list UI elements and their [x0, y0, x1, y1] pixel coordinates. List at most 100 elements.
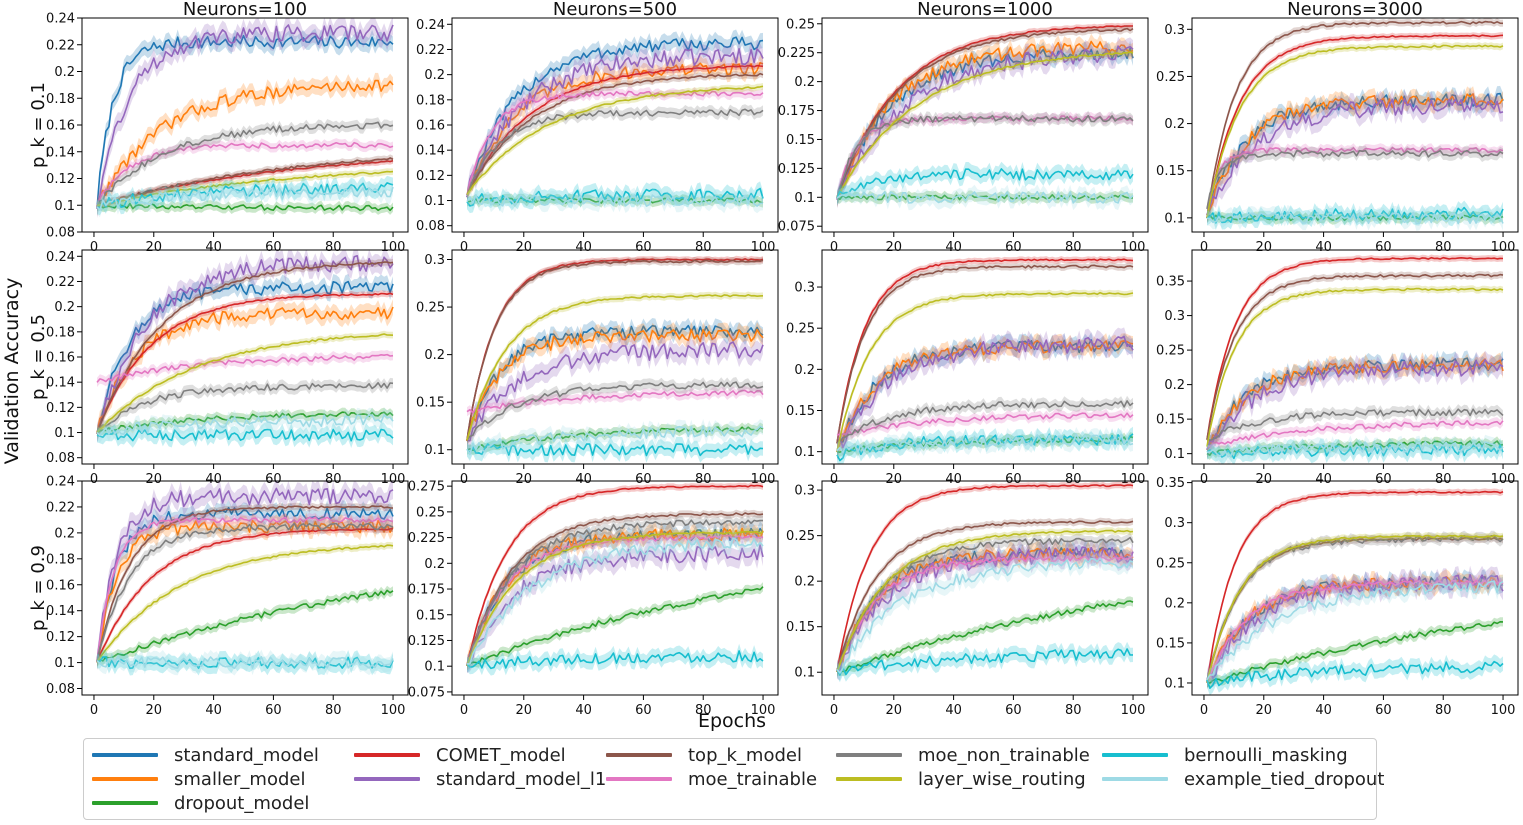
- band-dropout_model: [97, 585, 393, 667]
- y-tick-label: 0.2: [54, 526, 75, 541]
- line-moe_trainable: [466, 534, 764, 666]
- line-moe_trainable: [96, 353, 394, 383]
- line-moe_trainable: [1206, 146, 1504, 209]
- y-tick-label: 0.2: [424, 68, 445, 83]
- line-top_k_model: [1206, 20, 1504, 219]
- line-moe_non_trainable: [96, 381, 394, 434]
- line-COMET_model: [836, 25, 1133, 198]
- y-tick-label: 0.075: [408, 685, 445, 700]
- y-tick-label: 0.1: [424, 660, 445, 675]
- band-dropout_model: [1207, 617, 1503, 688]
- line-top_k_model: [836, 520, 1134, 672]
- line-moe_trainable: [96, 516, 394, 663]
- x-tick-label: 80: [325, 472, 342, 487]
- x-tick-label: 0: [1200, 703, 1208, 718]
- row-label: p_k = 0.5: [28, 314, 49, 400]
- line-bernoulli_masking: [1206, 444, 1504, 460]
- x-tick-label: 0: [1200, 472, 1208, 487]
- line-standard_model_l1: [836, 335, 1134, 452]
- y-tick-label: 0.3: [794, 484, 815, 499]
- axes-frame: [1191, 480, 1519, 696]
- x-tick-label: 20: [516, 703, 533, 718]
- x-tick-label: 0: [1200, 240, 1208, 255]
- line-standard_model: [466, 36, 764, 198]
- x-tick-label: 60: [1375, 240, 1392, 255]
- y-tick-label: 0.14: [46, 604, 75, 619]
- line-top_k_model: [466, 512, 764, 667]
- line-standard_model: [96, 280, 394, 435]
- y-tick-label: 0.2: [424, 348, 445, 363]
- x-tick-label: 100: [1491, 472, 1516, 487]
- x-tick-label: 80: [325, 240, 342, 255]
- y-tick-label: 0.1: [1164, 447, 1185, 462]
- line-dropout_model: [96, 589, 394, 663]
- y-tick-label: 0.15: [416, 396, 445, 411]
- band-smaller_model: [97, 72, 393, 217]
- x-tick-label: 100: [751, 472, 776, 487]
- x-tick-label: 40: [205, 240, 222, 255]
- x-tick-label: 0: [830, 240, 838, 255]
- subplot-r1c0: 0 20 40 60 80 100 0.08 0.1 0.12 0.14 0.16 0.18 0.2 0.…: [28, 249, 409, 487]
- line-example_tied_dropout: [96, 185, 394, 211]
- x-tick-label: 0: [460, 240, 468, 255]
- band-standard_model: [467, 29, 763, 205]
- band-layer_wise_routing: [467, 83, 763, 198]
- x-tick-label: 20: [1256, 472, 1273, 487]
- line-standard_model_l1: [96, 255, 394, 434]
- y-tick-label: 0.25: [786, 322, 815, 337]
- band-top_k_model: [97, 154, 393, 210]
- y-tick-label: 0.24: [46, 475, 75, 490]
- legend-label: dropout_model: [174, 792, 310, 814]
- axes-frame: [451, 249, 779, 465]
- x-tick-label: 100: [381, 240, 406, 255]
- y-tick-label: 0.12: [46, 172, 75, 187]
- line-moe_trainable: [1206, 579, 1504, 683]
- x-tick-label: 20: [146, 703, 163, 718]
- x-tick-label: 100: [381, 472, 406, 487]
- x-tick-label: 100: [1121, 240, 1146, 255]
- legend-swatch: [1102, 777, 1168, 781]
- line-moe_non_trainable: [96, 522, 394, 662]
- band-example_tied_dropout: [97, 407, 393, 443]
- line-smaller_model: [96, 519, 394, 663]
- line-layer_wise_routing: [466, 530, 764, 667]
- subplot-r0c3: 0 20 40 60 80 100 0.1 0.15 0.2 0.25 0.3 Neurons=300…: [1156, 0, 1519, 255]
- series-group: [836, 22, 1134, 211]
- x-tick-label: 60: [265, 472, 282, 487]
- line-example_tied_dropout: [467, 537, 764, 665]
- y-tick-label: 0.14: [46, 145, 75, 160]
- line-COMET_model: [1206, 490, 1504, 683]
- band-standard_model: [837, 539, 1133, 679]
- line-example_tied_dropout: [466, 194, 764, 207]
- line-standard_model: [96, 506, 394, 663]
- band-standard_model_l1: [467, 39, 763, 207]
- x-tick-label: 100: [751, 703, 776, 718]
- x-tick-label: 100: [1121, 472, 1146, 487]
- y-tick-label: 0.18: [46, 92, 75, 107]
- y-tick-label: 0.16: [416, 119, 445, 134]
- subplot-r2c1: 0 20 40 60 80 100 0.075 0.1 0.125 0.15 0.175 0.2 0.2…: [408, 480, 779, 718]
- y-tick-label: 0.25: [416, 301, 445, 316]
- y-tick-label: 0.15: [786, 133, 815, 148]
- line-COMET_model: [466, 257, 764, 441]
- legend-label: COMET_model: [436, 744, 566, 766]
- x-tick-label: 20: [886, 703, 903, 718]
- line-dropout_model: [836, 600, 1134, 673]
- band-standard_model: [1207, 350, 1503, 458]
- legend-label: moe_trainable: [688, 768, 818, 790]
- band-moe_non_trainable: [467, 104, 763, 201]
- line-bernoulli_masking: [1206, 206, 1504, 224]
- line-top_k_model: [96, 261, 394, 433]
- legend-item-moe-non-trainable: moe_non_trainable: [836, 743, 1090, 767]
- x-tick-label: 20: [886, 240, 903, 255]
- band-standard_model_l1: [467, 332, 763, 450]
- x-tick-label: 60: [1375, 703, 1392, 718]
- y-tick-label: 0.225: [778, 46, 815, 61]
- series-group: [96, 18, 394, 219]
- y-tick-label: 0.1: [424, 194, 445, 209]
- legend-swatch: [1102, 753, 1168, 757]
- x-tick-label: 20: [146, 472, 163, 487]
- x-tick-label: 100: [751, 240, 776, 255]
- x-tick-label: 40: [205, 472, 222, 487]
- y-tick-label: 0.075: [778, 220, 815, 235]
